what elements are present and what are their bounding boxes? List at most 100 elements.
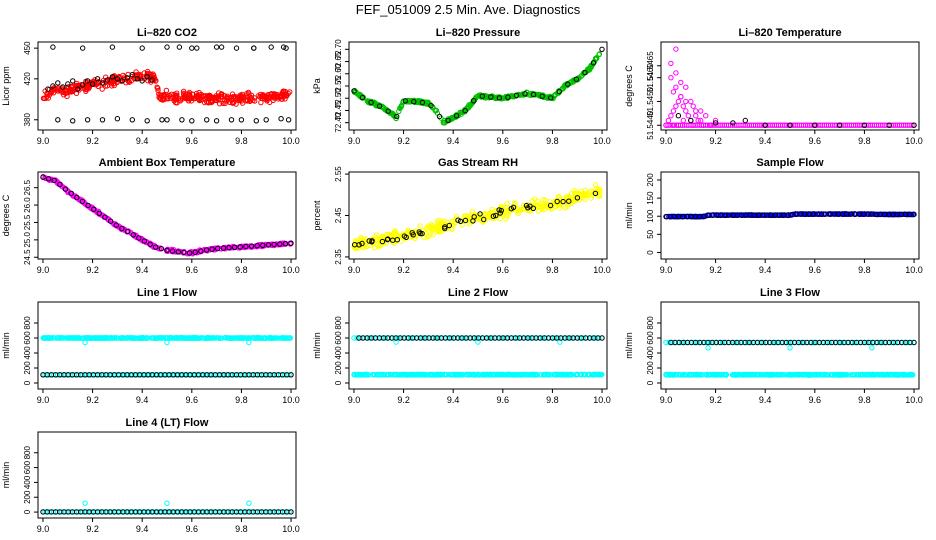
data-point	[510, 93, 516, 99]
data-point	[139, 78, 145, 84]
data-point	[145, 335, 151, 341]
data-point	[131, 75, 138, 82]
data-point	[73, 90, 80, 97]
y-tick-label: 72.45	[334, 100, 343, 121]
data-point	[839, 339, 845, 346]
data-point	[171, 96, 178, 102]
data-point	[173, 248, 179, 255]
data-point	[580, 194, 586, 201]
data-point	[376, 103, 383, 109]
x-tick-label: 9.6	[497, 395, 510, 405]
data-point	[287, 89, 293, 95]
panel-title: Ambient Box Temperature	[99, 157, 236, 169]
data-point	[75, 86, 81, 92]
data-point	[558, 372, 565, 378]
data-point	[268, 44, 274, 50]
data-point	[164, 339, 170, 346]
data-point	[540, 197, 547, 203]
data-point	[864, 339, 870, 346]
x-tick-label: 9.4	[759, 136, 772, 146]
data-point	[593, 335, 599, 341]
data-point	[213, 118, 220, 124]
data-point	[238, 93, 244, 100]
data-point	[548, 372, 554, 378]
data-point	[864, 372, 871, 378]
panel-title: Li–820 CO2	[137, 27, 197, 39]
data-point	[90, 78, 97, 85]
y-axis-label: degrees C	[1, 194, 11, 236]
data-point	[89, 81, 96, 87]
data-point	[434, 218, 440, 224]
data-point	[386, 372, 392, 378]
data-point	[196, 92, 203, 98]
data-point	[219, 94, 225, 100]
data-point	[857, 372, 863, 378]
data-point	[491, 371, 497, 378]
data-point	[493, 212, 499, 219]
series-raw	[40, 173, 294, 257]
data-point	[744, 339, 751, 346]
x-tick-label: 9.2	[397, 136, 410, 146]
y-axis-label: ml/min	[624, 202, 634, 229]
data-layer	[351, 335, 605, 378]
plot-frame	[37, 431, 297, 519]
x-tick-label: 9.8	[235, 524, 248, 534]
data-point	[233, 45, 240, 51]
data-point	[909, 122, 915, 128]
data-point	[79, 198, 86, 205]
data-point	[50, 83, 56, 89]
y-tick-label: 72.60	[334, 63, 343, 84]
data-point	[884, 211, 890, 218]
data-point	[251, 45, 257, 51]
data-point	[836, 122, 843, 128]
y-tick-label: 0	[23, 509, 32, 514]
data-point	[539, 335, 546, 341]
data-point	[109, 74, 116, 80]
data-point	[508, 372, 515, 378]
data-point	[203, 247, 210, 253]
data-point	[673, 371, 679, 378]
data-point	[204, 248, 211, 254]
data-point	[668, 113, 674, 119]
data-point	[693, 113, 699, 119]
x-tick-label: 9.6	[809, 136, 822, 146]
data-point	[183, 95, 189, 101]
data-point	[480, 219, 486, 225]
x-tick-label: 9.4	[136, 524, 149, 534]
data-point	[882, 372, 888, 378]
data-point	[553, 371, 559, 377]
y-axis-label: kPa	[312, 78, 322, 94]
data-point	[288, 372, 294, 378]
data-point	[586, 67, 593, 73]
data-point	[351, 335, 357, 341]
data-point	[207, 95, 214, 101]
data-point	[784, 372, 791, 378]
y-axis-label: ml/min	[1, 332, 11, 359]
data-point	[279, 335, 285, 341]
data-point	[465, 372, 471, 378]
x-tick-label: 10.0	[905, 265, 923, 275]
data-point	[565, 81, 571, 87]
data-point	[596, 52, 602, 58]
data-point	[554, 198, 560, 205]
data-point	[590, 60, 597, 66]
data-point	[836, 372, 842, 378]
data-point	[104, 77, 111, 83]
data-point	[45, 176, 52, 182]
series-raw	[351, 371, 605, 378]
data-point	[573, 76, 580, 82]
data-point	[678, 213, 684, 220]
y-tick-label: 800	[23, 316, 32, 330]
x-tick-label: 9.8	[235, 395, 248, 405]
data-point	[529, 198, 536, 204]
data-point	[379, 238, 386, 245]
data-point	[375, 242, 381, 249]
data-point	[149, 77, 155, 83]
y-tick-label: 150	[646, 191, 655, 205]
y-tick-label: 26.5	[23, 179, 32, 195]
data-point	[274, 241, 280, 248]
data-point	[265, 242, 272, 248]
data-point	[779, 372, 786, 378]
